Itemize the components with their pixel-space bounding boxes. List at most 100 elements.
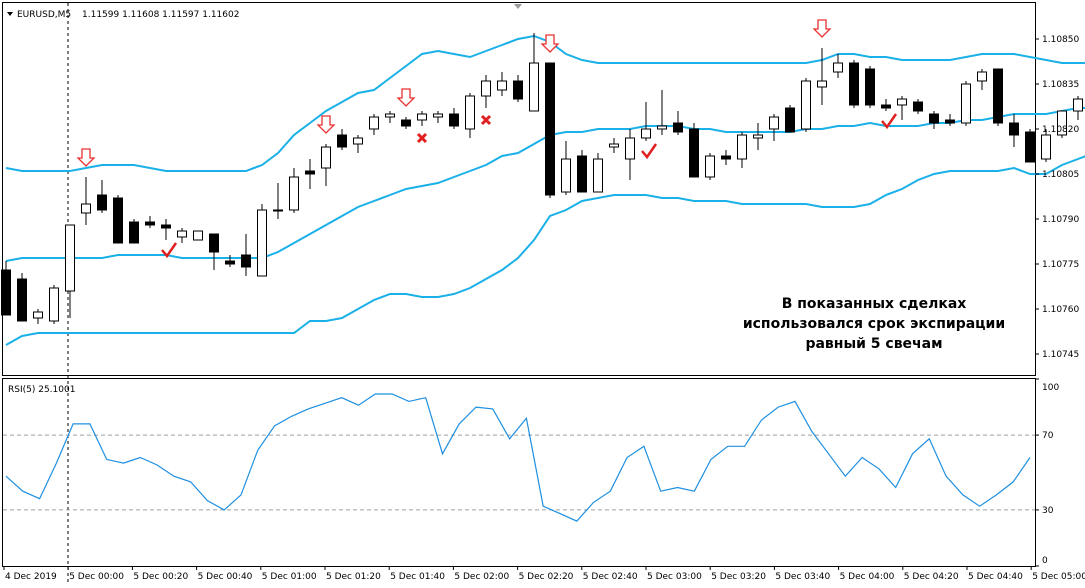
candle — [289, 168, 299, 213]
candle — [561, 141, 571, 195]
candle — [1025, 129, 1035, 163]
x-tick-label: 5 Dec 01:40 — [390, 572, 445, 582]
candle — [977, 69, 987, 90]
candle-body-bear — [113, 197, 123, 244]
candle — [481, 75, 491, 108]
candle-body-bear — [721, 155, 731, 160]
candle-body-bull — [353, 137, 363, 145]
grid-layer — [3, 3, 1035, 584]
candle-body-bear — [449, 113, 459, 127]
x-tick-label: 5 Dec 03:40 — [775, 572, 830, 582]
candle-body-bull — [529, 62, 539, 112]
candle-body-bear — [929, 113, 939, 124]
candle-body-bull — [497, 80, 507, 91]
annotation-line-3: равный 5 свечам — [805, 336, 942, 352]
dropdown-icon[interactable] — [7, 12, 13, 16]
y-tick-label: 1.10775 — [1042, 260, 1079, 270]
candle-body-bull — [257, 209, 267, 277]
rsi-line — [5, 393, 1031, 522]
candle — [961, 81, 971, 126]
candle — [545, 62, 555, 198]
candle — [1, 261, 11, 316]
rsi-pane-frame — [2, 378, 1036, 567]
x-tick-label: 5 Dec 02:40 — [583, 572, 638, 582]
candle — [1073, 96, 1083, 120]
candles — [1, 33, 1083, 324]
x-tick-label: 5 Dec 03:20 — [711, 572, 766, 582]
candle-body-bull — [801, 80, 811, 130]
candle-body-bull — [81, 203, 91, 214]
cross-stroke — [416, 132, 428, 144]
rsi-tick-label: 70 — [1042, 431, 1054, 441]
candle — [401, 117, 411, 129]
candle-body-bear — [545, 62, 555, 196]
rsi-header: RSI(5) 25.1001 — [8, 385, 75, 395]
candle — [593, 153, 603, 193]
y-tick-label: 1.10760 — [1042, 305, 1079, 315]
cross-stroke — [480, 114, 492, 126]
candle-body-bull — [817, 80, 827, 88]
candle — [321, 144, 331, 186]
candle-body-bull — [961, 83, 971, 124]
annotation-line-1: В показанных сделках — [782, 296, 967, 312]
candle-body-bear — [1, 269, 11, 316]
shift-marker-icon[interactable] — [514, 4, 522, 9]
bollinger-lower-line — [5, 155, 1085, 346]
candle-body-bear — [161, 224, 171, 229]
candle — [257, 204, 267, 277]
candle-body-bull — [833, 62, 843, 73]
candle — [353, 135, 363, 153]
candle-body-bull — [625, 137, 635, 160]
ohlc-header: 1.11599 1.11608 1.11597 1.11602 — [82, 10, 239, 20]
candle — [497, 72, 507, 96]
candle-body-bull — [289, 176, 299, 211]
candle-body-bull — [641, 128, 651, 139]
candle-body-bear — [305, 170, 315, 175]
x-tick-label: 4 Dec 2019 — [5, 572, 57, 582]
candle-body-bear — [945, 119, 955, 124]
candle — [33, 309, 43, 324]
candle-body-bear — [689, 128, 699, 178]
arrow-down-icon — [396, 88, 416, 107]
candle — [993, 68, 1003, 126]
candle-body-bull — [385, 113, 395, 118]
rsi-tick-label: 0 — [1042, 556, 1048, 566]
main-pane-frame — [2, 2, 1036, 376]
candle-body-bull — [657, 125, 667, 130]
candle-body-bull — [65, 224, 75, 292]
arrow-down-icon — [812, 19, 832, 38]
candle — [209, 233, 219, 270]
checkmark-icon — [161, 242, 178, 259]
candle-body-bear — [993, 68, 1003, 124]
x-tick-label: 5 Dec 00:20 — [133, 572, 188, 582]
candle — [785, 105, 795, 133]
candle-body-bull — [593, 158, 603, 193]
candle-body-bear — [401, 119, 411, 127]
y-tick-label: 1.10820 — [1042, 125, 1079, 135]
candle-body-bear — [673, 122, 683, 133]
candle — [657, 90, 667, 135]
candle-body-bear — [785, 107, 795, 133]
candle — [241, 234, 251, 276]
candle — [177, 228, 187, 243]
candle — [641, 102, 651, 141]
rsi-indicator — [5, 393, 1031, 522]
candle-body-bull — [769, 116, 779, 130]
candle — [913, 99, 923, 114]
y-tick-label: 1.10745 — [1042, 350, 1079, 360]
candle — [529, 33, 539, 112]
candle — [145, 216, 155, 228]
candle-body-bull — [433, 113, 443, 118]
cross-icon — [416, 132, 428, 144]
candle — [801, 78, 811, 132]
candle-body-bull — [321, 146, 331, 169]
candle — [513, 75, 523, 102]
candle-body-bull — [193, 230, 203, 241]
signal-markers — [76, 19, 898, 259]
candle — [833, 54, 843, 78]
axes: 1.10850 1.10835 1.10820 1.10805 1.10790 1.107… — [3, 35, 1085, 582]
x-tick-label: 5 Dec 00:00 — [69, 572, 124, 582]
candle — [705, 153, 715, 180]
candle-body-bull — [705, 155, 715, 178]
